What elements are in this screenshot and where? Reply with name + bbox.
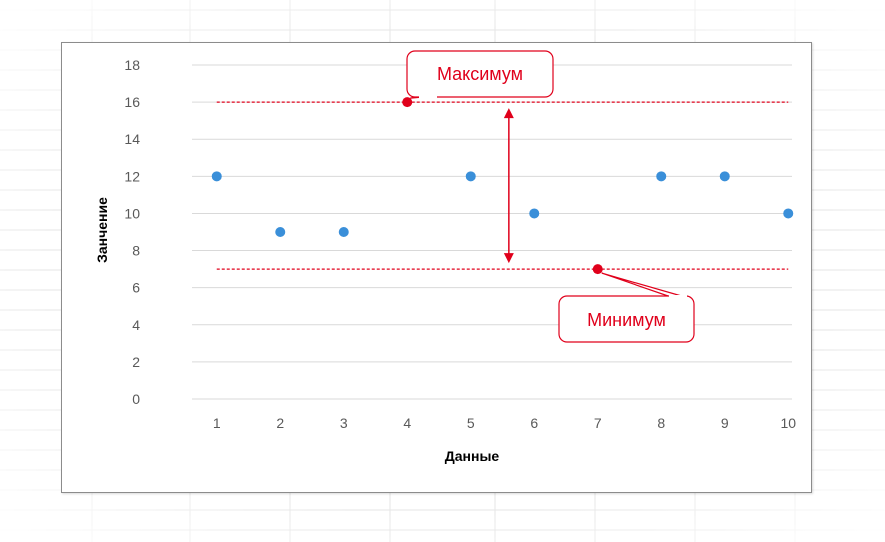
max-callout-box [406,50,554,98]
data-point [719,171,730,182]
x-tick-label: 3 [340,415,348,431]
x-tick-label: 2 [276,415,284,431]
max-callout-label: Максимум [437,64,523,84]
y-tick-labels: 0 2 4 6 8 10 12 14 16 18 [124,57,140,407]
callouts: Максимум Минимум [406,50,695,343]
y-axis-title: Занчение [94,197,110,263]
y-tick-label: 10 [124,205,140,221]
min-callout-box [558,295,695,343]
x-tick-label: 8 [657,415,665,431]
x-axis-title: Данные [445,448,500,464]
x-tick-label: 7 [594,415,602,431]
min-callout-pointer [601,272,686,298]
data-point [465,171,476,182]
x-tick-label: 9 [721,415,729,431]
min-callout-label: Минимум [587,310,666,330]
y-tick-label: 0 [132,391,140,407]
max-point [402,97,413,108]
data-point [529,208,540,219]
y-tick-label: 2 [132,354,140,370]
x-tick-label: 5 [467,415,475,431]
y-tick-label: 12 [124,168,140,184]
chart-area[interactable]: 0 2 4 6 8 10 12 14 16 18 1 2 3 4 5 6 7 8 9 10 Максимум Мини… [61,42,812,493]
data-points [211,97,794,275]
data-point [656,171,667,182]
y-tick-label: 18 [124,57,140,73]
x-tick-labels: 1 2 3 4 5 6 7 8 9 10 [213,415,796,431]
range-arrow [503,108,514,264]
data-point [211,171,222,182]
data-point [783,208,794,219]
y-tick-label: 16 [124,94,140,110]
x-tick-label: 6 [530,415,538,431]
x-tick-label: 10 [780,415,796,431]
arrow-head-up [503,108,514,119]
y-tick-label: 4 [132,317,140,333]
y-tick-label: 8 [132,243,140,259]
reference-lines [216,101,789,270]
x-tick-label: 1 [213,415,221,431]
y-tick-label: 6 [132,280,140,296]
arrow-head-down [503,253,514,264]
min-point [592,264,603,275]
y-tick-label: 14 [124,131,140,147]
data-point [338,227,349,237]
x-tick-label: 4 [403,415,411,431]
data-point [275,227,286,237]
